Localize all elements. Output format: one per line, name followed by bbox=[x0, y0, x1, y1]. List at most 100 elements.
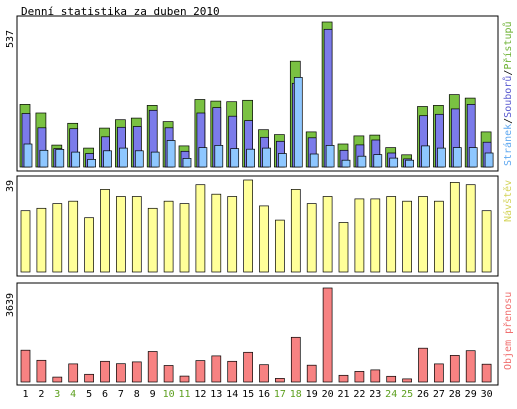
stranky-bar bbox=[373, 154, 383, 168]
navstevy-bar bbox=[84, 217, 94, 273]
chart-title: Denní statistika za duben 2010 bbox=[21, 5, 220, 18]
legend-stranky: Stránek bbox=[502, 124, 514, 166]
objem-bar bbox=[465, 350, 476, 383]
objem-bar bbox=[84, 373, 94, 383]
stranky-bar bbox=[278, 153, 287, 168]
objem-bar bbox=[402, 378, 412, 383]
stranky-bar bbox=[357, 155, 367, 168]
objem-bar bbox=[211, 355, 222, 383]
visits-max-label: 39 bbox=[5, 180, 16, 192]
volume-legend: Objem přenosu bbox=[502, 292, 514, 370]
navstevy-bar bbox=[306, 203, 317, 273]
stranky-bar bbox=[198, 147, 208, 168]
navstevy-bar bbox=[163, 200, 174, 273]
day-label: 13 bbox=[210, 389, 222, 400]
objem-bar bbox=[259, 364, 269, 383]
objem-bar bbox=[481, 363, 492, 383]
navstevy-bar bbox=[36, 207, 47, 273]
stranky-bar bbox=[484, 152, 494, 168]
day-label: 27 bbox=[433, 389, 445, 400]
stranky-bar bbox=[23, 143, 33, 168]
objem-bar bbox=[418, 347, 428, 383]
day-label: 18 bbox=[290, 389, 302, 400]
objem-bar bbox=[36, 359, 47, 383]
stranky-bar bbox=[87, 159, 96, 168]
visits-panel-frame bbox=[16, 175, 499, 277]
stranky-bar bbox=[134, 150, 144, 168]
objem-bar bbox=[195, 360, 206, 383]
day-label: 30 bbox=[481, 389, 493, 400]
day-label: 20 bbox=[322, 389, 334, 400]
stranky-bar bbox=[166, 140, 176, 168]
legend-soubory: Souborů bbox=[502, 76, 514, 118]
day-label: 15 bbox=[242, 389, 254, 400]
navstevy-bar bbox=[434, 200, 444, 273]
navstevy-bar bbox=[354, 198, 365, 273]
stranky-bar bbox=[452, 147, 462, 168]
day-label: 6 bbox=[102, 389, 108, 400]
navstevy-bar bbox=[386, 196, 397, 273]
day-label: 11 bbox=[178, 389, 190, 400]
day-label: 16 bbox=[258, 389, 270, 400]
legend-pristupy: Přístupů bbox=[502, 21, 514, 69]
objem-bar bbox=[449, 355, 460, 383]
objem-bar bbox=[100, 360, 110, 383]
navstevy-bar bbox=[227, 196, 238, 273]
hits-panel-frame bbox=[16, 15, 499, 172]
stranky-bar bbox=[230, 148, 240, 168]
stranky-bar bbox=[103, 150, 112, 168]
objem-bar bbox=[338, 374, 349, 383]
day-label: 25 bbox=[401, 389, 413, 400]
objem-bar bbox=[68, 363, 79, 383]
stranky-bar bbox=[468, 147, 478, 168]
day-label: 21 bbox=[337, 389, 349, 400]
stranky-bar bbox=[214, 145, 224, 168]
day-labels: 1 2 3 4 5 6 7 8 9 10 11 12 13 14 15 16 17 18 19 20 21 22 23 24 2… bbox=[22, 389, 492, 400]
visits-legend: Návštěv bbox=[502, 180, 514, 222]
objem-bar bbox=[354, 371, 365, 383]
day-label: 1 bbox=[22, 389, 28, 400]
objem-bar bbox=[179, 375, 190, 383]
navstevy-bar bbox=[418, 196, 428, 273]
navstevy-bar bbox=[116, 196, 126, 273]
hits-max-label: 537 bbox=[5, 30, 16, 48]
navstevy-bar bbox=[243, 179, 253, 273]
stranky-bar bbox=[437, 147, 446, 168]
day-label: 19 bbox=[306, 389, 318, 400]
day-label: 3 bbox=[54, 389, 60, 400]
day-label: 22 bbox=[353, 389, 365, 400]
navstevy-bar bbox=[275, 219, 285, 273]
day-label: 9 bbox=[150, 389, 156, 400]
navstevy-bar bbox=[338, 222, 349, 273]
stranky-bar bbox=[246, 148, 255, 168]
objem-bar bbox=[322, 287, 333, 383]
stranky-bar bbox=[150, 151, 160, 168]
volume-panel-frame bbox=[16, 282, 499, 386]
stranky-bar bbox=[389, 157, 399, 168]
day-label: 5 bbox=[86, 389, 92, 400]
objem-bar bbox=[370, 369, 381, 383]
navstevy-bar bbox=[402, 200, 412, 273]
day-label: 10 bbox=[163, 389, 175, 400]
day-label: 14 bbox=[226, 389, 238, 400]
navstevy-bar bbox=[259, 205, 269, 273]
navstevy-bar bbox=[20, 210, 31, 273]
navstevy-bar bbox=[100, 189, 110, 273]
stranky-bar bbox=[119, 147, 128, 168]
stranky-bar bbox=[55, 149, 65, 168]
navstevy-bar bbox=[322, 196, 333, 273]
stranky-bar bbox=[293, 77, 303, 168]
objem-bar bbox=[243, 351, 253, 383]
objem-bar bbox=[290, 336, 301, 383]
stranky-bar bbox=[71, 151, 81, 168]
legend-separator-1: / bbox=[503, 118, 514, 124]
objem-bar bbox=[434, 363, 444, 383]
day-label: 24 bbox=[385, 389, 397, 400]
objem-bar bbox=[163, 365, 174, 383]
day-label: 28 bbox=[449, 389, 461, 400]
navstevy-bar bbox=[179, 203, 190, 273]
navstevy-bar bbox=[211, 193, 222, 273]
day-label: 7 bbox=[118, 389, 124, 400]
objem-bar bbox=[227, 360, 238, 383]
day-label: 23 bbox=[369, 389, 381, 400]
